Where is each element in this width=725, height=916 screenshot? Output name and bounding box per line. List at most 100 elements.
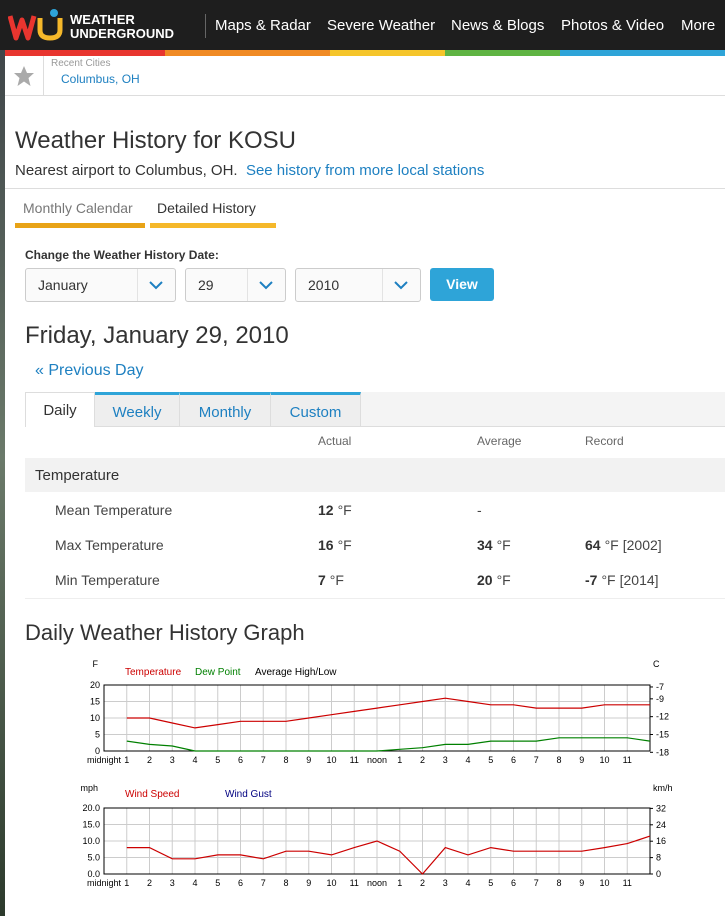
view-tab[interactable]: Detailed History xyxy=(157,200,256,216)
period-tab[interactable]: Weekly xyxy=(95,392,180,426)
cell: -7 °F [2014] xyxy=(585,572,659,588)
x-tick-label: 3 xyxy=(443,755,448,765)
cell: - xyxy=(477,502,482,518)
cell: 7 °F xyxy=(318,572,344,588)
x-tick-label: 1 xyxy=(397,755,402,765)
cell: 64 °F [2002] xyxy=(585,537,662,553)
x-tick-label: midnight xyxy=(87,878,122,888)
year-select[interactable]: 2010 xyxy=(295,268,421,302)
x-tick-label: 8 xyxy=(283,755,288,765)
previous-day-link[interactable]: « Previous Day xyxy=(35,362,144,379)
x-tick-label: 2 xyxy=(147,755,152,765)
x-tick-label: 2 xyxy=(420,755,425,765)
legend-entry: Dew Point xyxy=(195,667,241,678)
y-tick-label: 0.0 xyxy=(87,869,100,879)
select-arrow xyxy=(137,269,163,301)
x-tick-label: 4 xyxy=(192,878,197,888)
form-label: Change the Weather History Date: xyxy=(25,248,219,262)
nav-item[interactable]: Photos & Video xyxy=(561,17,665,34)
graph-title: Daily Weather History Graph xyxy=(25,620,305,645)
view-button[interactable]: View xyxy=(430,268,494,301)
period-tab[interactable]: Monthly xyxy=(180,392,271,426)
nav-item[interactable]: Severe Weather xyxy=(327,17,436,34)
x-tick-label: 8 xyxy=(556,878,561,888)
x-tick-label: 11 xyxy=(350,878,359,888)
cell-text: - xyxy=(477,502,482,518)
period-tab[interactable]: Custom xyxy=(271,392,361,426)
x-tick-label: 6 xyxy=(238,755,243,765)
divider xyxy=(25,598,725,599)
x-tick-label: 7 xyxy=(261,878,266,888)
x-tick-label: 4 xyxy=(465,878,470,888)
page-title: Weather History for KOSU xyxy=(15,127,296,154)
x-tick-label: 1 xyxy=(124,755,129,765)
cell-unit: °F xyxy=(337,502,352,518)
x-tick-label: 5 xyxy=(215,755,220,765)
cell-note: [2002] xyxy=(622,537,662,553)
series-line xyxy=(126,697,650,729)
y-tick-label: 5 xyxy=(95,730,100,740)
x-tick-label: 9 xyxy=(579,755,584,765)
cell-value: -7 xyxy=(585,572,598,588)
y2-tick-label: -7 xyxy=(656,682,664,692)
y2-tick-label: -12 xyxy=(656,712,669,722)
cell: 34 °F xyxy=(477,537,511,553)
legend-entry: Average High/Low xyxy=(255,667,337,678)
nav-item[interactable]: Maps & Radar xyxy=(215,17,311,34)
y-tick-label: 20 xyxy=(90,680,100,690)
legend-entry: Wind Gust xyxy=(225,789,272,800)
month-select[interactable]: January xyxy=(25,268,176,302)
y2-tick-label: -15 xyxy=(656,729,669,739)
separator xyxy=(43,56,44,95)
logo-line: WEATHER xyxy=(70,12,135,27)
x-tick-label: 6 xyxy=(511,755,516,765)
cell: 12 °F xyxy=(318,502,352,518)
date-heading: Friday, January 29, 2010 xyxy=(25,322,289,349)
cell-value: 12 xyxy=(318,502,334,518)
select-arrow xyxy=(247,269,273,301)
x-tick-label: 7 xyxy=(534,878,539,888)
section-label: Temperature xyxy=(35,467,120,484)
cell-unit: °F xyxy=(337,537,352,553)
day-select[interactable]: 29 xyxy=(185,268,286,302)
x-tick-label: 6 xyxy=(238,878,243,888)
x-tick-label: 11 xyxy=(350,755,359,765)
nav-item[interactable]: News & Blogs xyxy=(451,17,545,34)
y-tick-label: 5.0 xyxy=(87,853,100,863)
y-tick-label: 10 xyxy=(90,713,100,723)
tab-underline xyxy=(150,223,276,228)
stripe xyxy=(330,50,445,56)
subtitle: Nearest airport to Columbus, OH. xyxy=(15,162,238,179)
y2-tick-label: 24 xyxy=(656,820,666,830)
series-line xyxy=(126,835,651,875)
x-tick-label: 7 xyxy=(261,755,266,765)
y-axis-label: mph xyxy=(80,783,98,793)
cell: 16 °F xyxy=(318,537,352,553)
y-axis-label: F xyxy=(93,659,99,669)
y-tick-label: 15 xyxy=(90,697,100,707)
stripe xyxy=(5,50,165,56)
x-tick-label: 8 xyxy=(556,755,561,765)
x-tick-label: 4 xyxy=(192,755,197,765)
star-icon[interactable] xyxy=(13,65,35,87)
x-tick-label: 5 xyxy=(488,878,493,888)
x-tick-label: 3 xyxy=(443,878,448,888)
y2-tick-label: -18 xyxy=(656,747,669,757)
cell-value: 64 xyxy=(585,537,601,553)
recent-label: Recent Cities xyxy=(51,58,111,69)
period-tab[interactable]: Daily xyxy=(25,392,95,427)
x-tick-label: 11 xyxy=(623,878,632,888)
x-tick-label: 3 xyxy=(170,755,175,765)
logo-icon xyxy=(8,9,63,41)
y2-tick-label: 16 xyxy=(656,836,666,846)
row-label: Max Temperature xyxy=(55,537,164,553)
logo-text[interactable]: WEATHER UNDERGROUND xyxy=(70,13,174,41)
column-header: Actual xyxy=(318,434,352,448)
subtitle-line: Nearest airport to Columbus, OH. See his… xyxy=(15,162,484,179)
recent-city[interactable]: Columbus, OH xyxy=(61,72,140,86)
x-tick-label: 1 xyxy=(124,878,129,888)
view-tab[interactable]: Monthly Calendar xyxy=(23,200,133,216)
history-link[interactable]: See history from more local stations xyxy=(245,162,485,179)
nav-item[interactable]: More xyxy=(681,17,716,34)
